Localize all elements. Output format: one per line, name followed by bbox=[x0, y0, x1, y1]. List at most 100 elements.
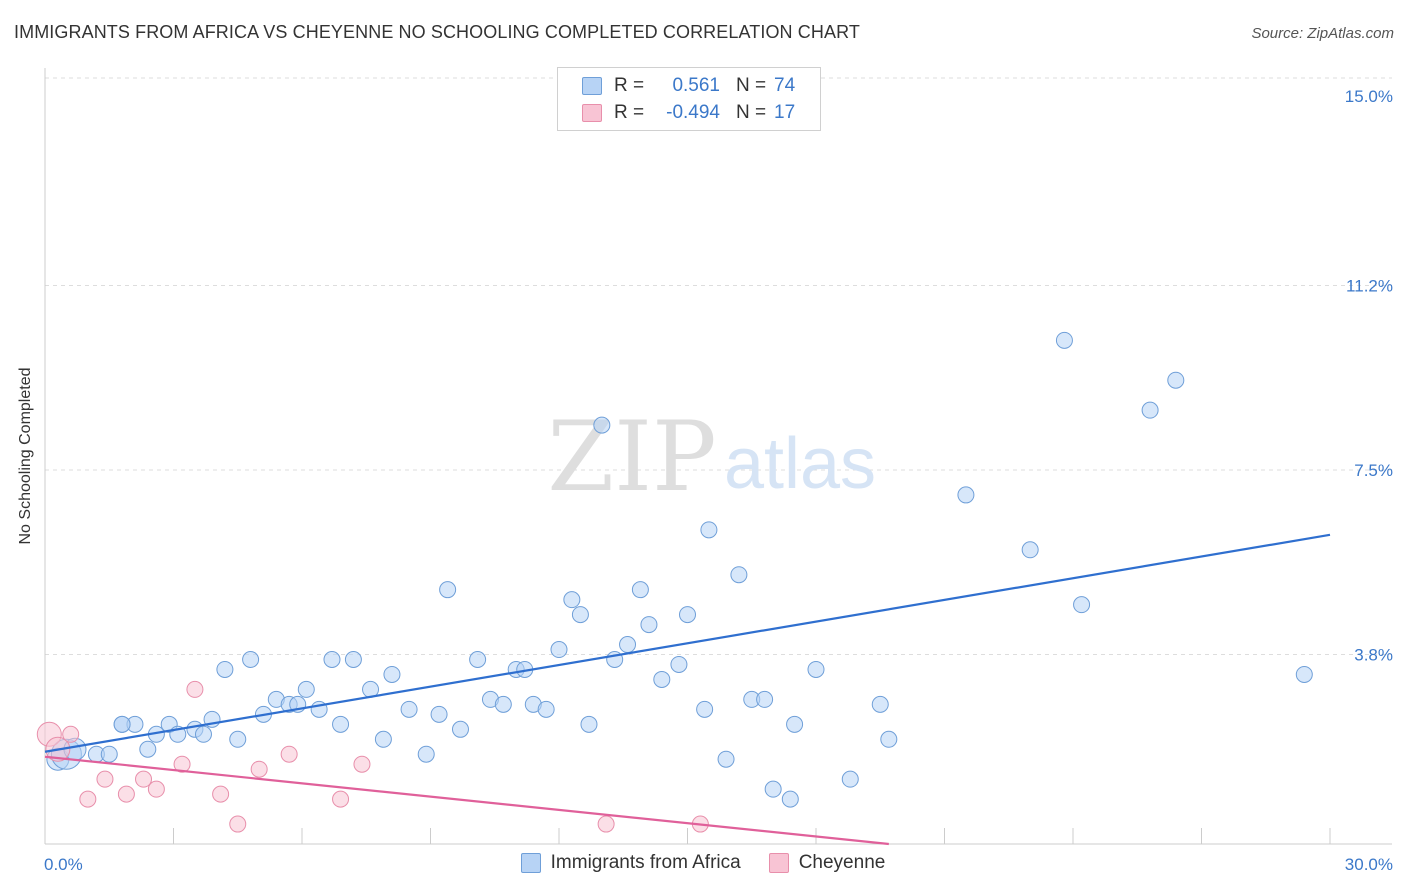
africa-point bbox=[580, 715, 598, 733]
cheyenne-point bbox=[250, 760, 268, 778]
africa-point bbox=[139, 740, 157, 758]
africa-point bbox=[297, 680, 315, 698]
africa-trend-line bbox=[44, 533, 1331, 753]
n-value: 74 bbox=[774, 75, 796, 96]
r-label: R = bbox=[614, 102, 645, 123]
africa-point bbox=[730, 566, 748, 584]
africa-point bbox=[1073, 596, 1091, 614]
cheyenne-point bbox=[280, 745, 298, 763]
chart-title: IMMIGRANTS FROM AFRICA VS CHEYENNE NO SC… bbox=[14, 22, 860, 42]
africa-point bbox=[696, 700, 714, 718]
cheyenne-point bbox=[597, 815, 615, 833]
legend-swatch-pink bbox=[768, 853, 789, 873]
cheyenne-point bbox=[79, 790, 97, 808]
x-tick-label: 0.0% bbox=[44, 855, 83, 874]
n-label: N = bbox=[736, 102, 767, 123]
africa-point bbox=[430, 705, 448, 723]
legend-label: Cheyenne bbox=[798, 852, 886, 873]
y-tick-label: 11.2% bbox=[1346, 276, 1393, 295]
africa-point bbox=[781, 790, 799, 808]
africa-point bbox=[670, 655, 688, 673]
africa-point bbox=[571, 606, 589, 624]
y-tick-label: 7.5% bbox=[1354, 461, 1393, 480]
africa-point bbox=[332, 715, 350, 733]
africa-point bbox=[957, 486, 975, 504]
legend-swatch-blue bbox=[582, 77, 602, 95]
africa-point bbox=[653, 670, 671, 688]
stats-legend-row-blue: R = 0.561 N = 74 bbox=[582, 74, 795, 98]
series-legend: Immigrants from Africa Cheyenne bbox=[0, 852, 1406, 874]
africa-point bbox=[1021, 541, 1039, 559]
africa-point bbox=[679, 606, 696, 624]
points-layer bbox=[36, 331, 1313, 833]
africa-point bbox=[880, 730, 898, 748]
africa-point bbox=[593, 416, 611, 434]
africa-point bbox=[374, 730, 392, 748]
y-tick-label: 3.8% bbox=[1354, 646, 1393, 665]
africa-point bbox=[216, 660, 234, 678]
cheyenne-point bbox=[332, 790, 350, 808]
africa-point bbox=[383, 665, 401, 683]
africa-point bbox=[417, 745, 435, 763]
africa-point bbox=[229, 730, 247, 748]
legend-label: Immigrants from Africa bbox=[550, 852, 741, 873]
africa-point bbox=[764, 780, 782, 798]
watermark: ZIP atlas bbox=[547, 401, 876, 513]
n-label: N = bbox=[736, 75, 767, 96]
africa-point bbox=[1141, 401, 1159, 419]
y-tick-label: 15.0% bbox=[1345, 87, 1393, 106]
source-label: Source: ZipAtlas.com bbox=[1251, 25, 1394, 42]
africa-point bbox=[100, 745, 118, 763]
africa-point bbox=[717, 750, 735, 768]
africa-point bbox=[113, 715, 131, 733]
r-label: R = bbox=[614, 75, 645, 96]
x-tick-label: 30.0% bbox=[1345, 855, 1393, 874]
africa-point bbox=[400, 700, 418, 718]
africa-point bbox=[494, 695, 512, 713]
watermark-atlas: atlas bbox=[724, 424, 876, 504]
r-value: -0.494 bbox=[666, 102, 720, 123]
legend-item-immigrants-from-africa: Immigrants from Africa bbox=[520, 852, 741, 874]
cheyenne-trend-line bbox=[44, 755, 889, 846]
africa-point bbox=[786, 715, 804, 733]
watermark-zip: ZIP bbox=[547, 401, 716, 513]
stats-legend-row-pink: R = -0.494 N = 17 bbox=[582, 101, 795, 125]
africa-point bbox=[469, 650, 487, 668]
africa-point bbox=[537, 700, 555, 718]
africa-point bbox=[619, 636, 637, 654]
cheyenne-point bbox=[147, 780, 165, 798]
cheyenne-point bbox=[135, 770, 153, 788]
africa-point bbox=[1055, 331, 1073, 349]
africa-point bbox=[640, 616, 658, 634]
africa-point bbox=[344, 650, 362, 668]
tick-labels: 3.8% 7.5% 11.2% 15.0% 0.0% 30.0% bbox=[44, 87, 1393, 874]
africa-point bbox=[756, 690, 774, 708]
africa-point bbox=[871, 695, 889, 713]
legend-swatch-pink bbox=[582, 104, 602, 122]
africa-point bbox=[1295, 665, 1313, 683]
africa-point bbox=[550, 641, 568, 659]
r-value: 0.561 bbox=[672, 75, 720, 96]
stats-legend: R = 0.561 N = 74 R = -0.494 N = 17 bbox=[557, 67, 821, 131]
grid-layer bbox=[45, 77, 1392, 656]
cheyenne-point bbox=[117, 785, 135, 803]
cheyenne-point bbox=[173, 755, 191, 773]
africa-point bbox=[194, 725, 212, 743]
cheyenne-point bbox=[212, 785, 230, 803]
trend-layer bbox=[44, 533, 1331, 846]
legend-item-cheyenne: Cheyenne bbox=[768, 852, 886, 874]
africa-point bbox=[242, 650, 260, 668]
africa-point bbox=[631, 581, 649, 599]
africa-point bbox=[439, 581, 457, 599]
africa-point bbox=[807, 660, 825, 678]
cheyenne-point bbox=[353, 755, 371, 773]
africa-point bbox=[323, 650, 341, 668]
cheyenne-point bbox=[229, 815, 247, 833]
cheyenne-point bbox=[96, 770, 114, 788]
africa-point bbox=[563, 591, 581, 609]
cheyenne-point bbox=[62, 725, 80, 743]
n-value: 17 bbox=[774, 102, 796, 123]
legend-swatch-blue bbox=[520, 853, 541, 873]
cheyenne-point bbox=[186, 680, 204, 698]
